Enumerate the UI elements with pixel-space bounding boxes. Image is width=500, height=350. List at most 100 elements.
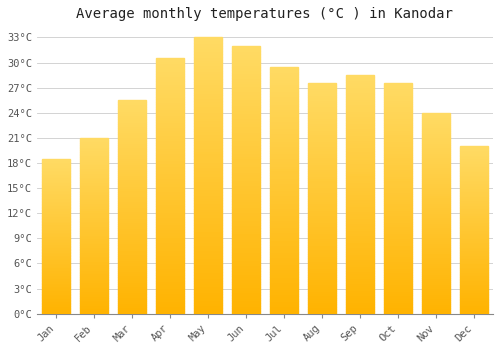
Bar	[384, 205, 412, 208]
Bar	[384, 291, 412, 293]
Bar	[194, 275, 222, 278]
Bar	[346, 218, 374, 220]
Bar	[156, 309, 184, 311]
Bar	[384, 118, 412, 120]
Bar	[156, 168, 184, 171]
Bar	[460, 228, 488, 230]
Bar	[42, 248, 70, 250]
Bar	[80, 148, 108, 150]
Bar	[80, 307, 108, 308]
Bar	[194, 134, 222, 137]
Bar	[422, 237, 450, 239]
Bar	[422, 125, 450, 127]
Bar	[80, 252, 108, 254]
Bar	[308, 263, 336, 265]
Bar	[194, 261, 222, 264]
Bar	[118, 269, 146, 271]
Bar	[308, 252, 336, 254]
Bar	[460, 232, 488, 233]
Bar	[232, 284, 260, 287]
Bar	[308, 176, 336, 178]
Bar	[270, 215, 298, 217]
Bar	[118, 201, 146, 203]
Bar	[42, 247, 70, 248]
Bar	[422, 147, 450, 149]
Bar	[460, 222, 488, 223]
Bar	[194, 253, 222, 256]
Bar	[346, 123, 374, 125]
Bar	[194, 131, 222, 134]
Bar	[384, 109, 412, 111]
Bar	[422, 288, 450, 289]
Bar	[308, 270, 336, 272]
Bar	[80, 201, 108, 203]
Bar	[156, 135, 184, 138]
Bar	[460, 178, 488, 180]
Bar	[118, 218, 146, 220]
Bar	[308, 100, 336, 102]
Bar	[270, 237, 298, 240]
Bar	[232, 150, 260, 153]
Bar	[156, 74, 184, 76]
Bar	[270, 86, 298, 89]
Bar	[42, 213, 70, 215]
Bar	[80, 280, 108, 282]
Bar	[308, 300, 336, 302]
Bar	[384, 300, 412, 302]
Bar	[308, 210, 336, 212]
Bar	[422, 302, 450, 304]
Bar	[232, 233, 260, 236]
Bar	[194, 278, 222, 281]
Bar	[346, 204, 374, 206]
Bar	[118, 124, 146, 126]
Bar	[384, 208, 412, 210]
Bar	[422, 151, 450, 153]
Bar	[346, 152, 374, 154]
Bar	[384, 90, 412, 93]
Bar	[422, 167, 450, 169]
Bar	[156, 58, 184, 61]
Bar	[42, 257, 70, 258]
Bar	[118, 147, 146, 149]
Bar	[308, 180, 336, 182]
Bar	[422, 275, 450, 278]
Bar	[80, 228, 108, 229]
Bar	[384, 198, 412, 201]
Bar	[232, 124, 260, 126]
Bar	[270, 89, 298, 91]
Bar	[346, 230, 374, 233]
Bar	[194, 236, 222, 239]
Bar	[384, 298, 412, 300]
Bar	[156, 114, 184, 117]
Bar	[118, 237, 146, 239]
Bar	[460, 196, 488, 198]
Bar	[118, 145, 146, 147]
Bar	[80, 268, 108, 270]
Bar	[308, 144, 336, 146]
Bar	[80, 258, 108, 259]
Bar	[270, 254, 298, 257]
Bar	[422, 181, 450, 183]
Bar	[42, 275, 70, 276]
Bar	[156, 230, 184, 232]
Bar	[270, 264, 298, 267]
Bar	[384, 229, 412, 231]
Bar	[270, 133, 298, 136]
Bar	[308, 104, 336, 106]
Bar	[270, 311, 298, 314]
Bar	[308, 281, 336, 284]
Bar	[270, 294, 298, 296]
Bar	[232, 83, 260, 86]
Bar	[42, 303, 70, 304]
Bar	[460, 238, 488, 240]
Bar	[422, 233, 450, 235]
Bar	[80, 259, 108, 261]
Bar	[460, 202, 488, 203]
Bar	[308, 245, 336, 247]
Bar	[80, 287, 108, 289]
Bar	[346, 173, 374, 175]
Bar	[232, 46, 260, 314]
Bar	[80, 236, 108, 238]
Bar	[460, 307, 488, 309]
Bar	[422, 227, 450, 229]
